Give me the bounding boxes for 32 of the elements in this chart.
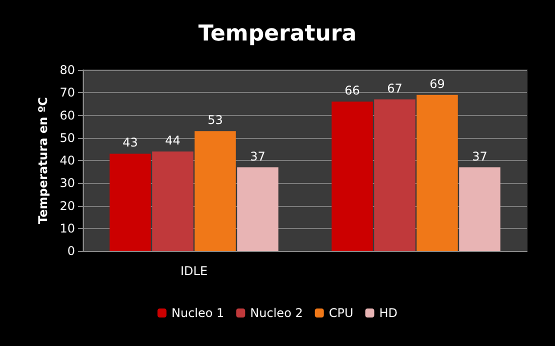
x-tick-label: IDLE xyxy=(180,264,208,278)
data-label: 66 xyxy=(344,84,360,98)
y-tick-label: 60 xyxy=(60,108,75,122)
y-tick-label: 10 xyxy=(60,221,75,236)
bar xyxy=(332,102,373,251)
data-label: 44 xyxy=(165,133,180,148)
data-label: 37 xyxy=(472,149,488,164)
bar xyxy=(110,154,151,251)
chart-title: Temperatura xyxy=(198,22,357,46)
y-tick-label: 20 xyxy=(60,198,75,213)
legend-label: HD xyxy=(379,306,398,320)
data-label: 43 xyxy=(122,136,138,150)
bar xyxy=(152,151,194,251)
data-label: 69 xyxy=(430,76,445,91)
legend-label: Nucleo 1 xyxy=(171,306,224,320)
y-tick-label: 50 xyxy=(60,130,75,145)
data-label: 67 xyxy=(387,81,402,96)
data-label: 37 xyxy=(250,149,266,164)
legend-label: Nucleo 2 xyxy=(250,306,303,320)
data-label: 53 xyxy=(208,113,223,128)
bar xyxy=(416,94,458,251)
y-tick-label: 70 xyxy=(60,86,75,100)
y-tick-label: 80 xyxy=(60,63,75,77)
y-tick-label: 0 xyxy=(67,244,75,258)
bar xyxy=(237,167,278,251)
bar xyxy=(459,167,500,251)
y-axis-title: Temperatura en ºC xyxy=(36,96,50,224)
legend-label: CPU xyxy=(328,306,354,320)
bar xyxy=(194,131,236,251)
bar xyxy=(374,99,416,251)
y-tick-label: 30 xyxy=(60,176,75,190)
y-tick-label: 40 xyxy=(60,154,75,168)
